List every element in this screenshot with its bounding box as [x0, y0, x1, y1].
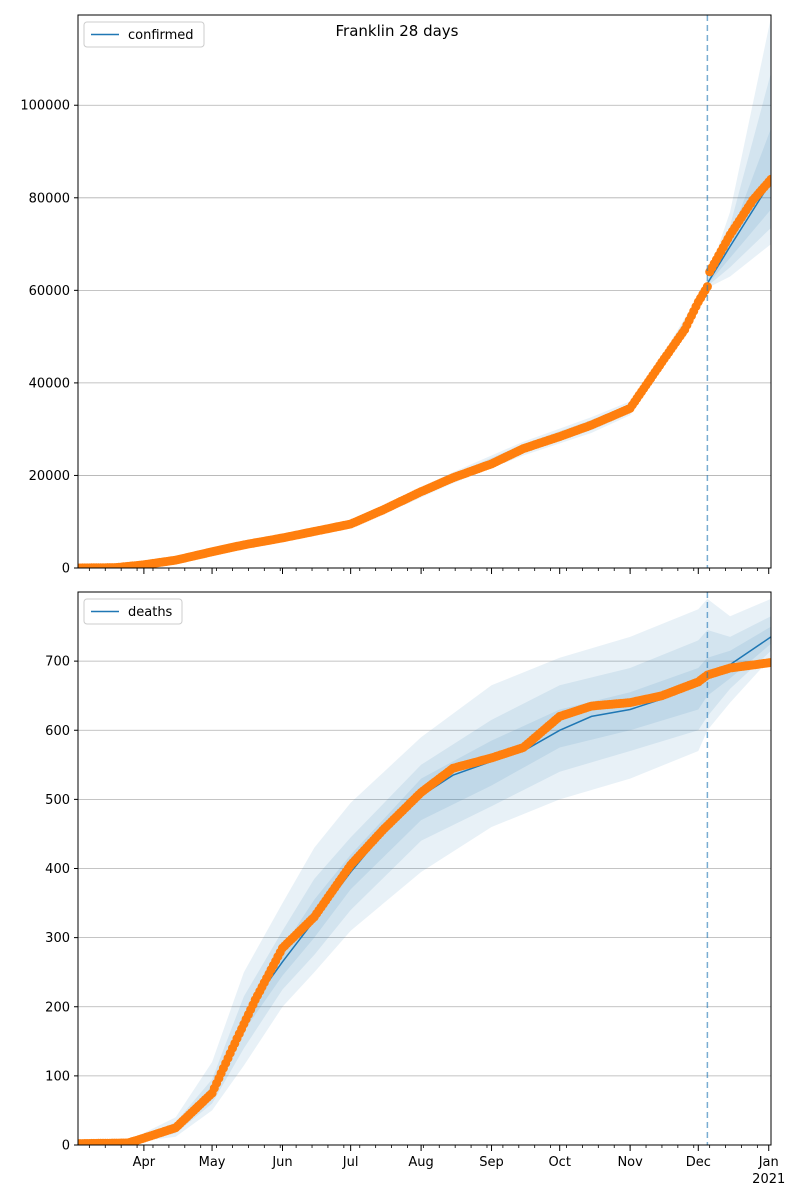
legend-box — [83, 598, 183, 625]
x-tick-label: May — [199, 1155, 226, 1170]
y-tick-label: 400 — [45, 862, 70, 877]
x-tick-label: Oct — [548, 1155, 570, 1170]
x-tick-label: Jan — [758, 1155, 779, 1170]
x-axis-labels: Apr May Jun Jul Aug Sep Oct Nov Dec Jan 2021 — [133, 1155, 786, 1187]
legend: deaths — [83, 598, 183, 625]
y-tick-label: 200 — [45, 1000, 70, 1015]
uncertainty-band — [382, 72, 771, 513]
axes-frame — [77, 14, 772, 569]
y-tick-label: 600 — [45, 724, 70, 739]
model-line — [78, 181, 771, 568]
x-tick-label: Jul — [342, 1155, 359, 1170]
deaths-panel: 0 100 200 300 400 500 600 700 deaths — [45, 591, 772, 1154]
legend-label: confirmed — [128, 28, 194, 43]
y-tick-label: 700 — [45, 655, 70, 670]
y-tick-label: 20000 — [29, 469, 70, 484]
x-tick-label: Aug — [408, 1155, 433, 1170]
legend-label: deaths — [128, 605, 173, 620]
uncertainty-band — [382, 128, 771, 512]
y-tick-label: 0 — [62, 1139, 70, 1154]
y-tick-label: 80000 — [29, 191, 70, 206]
y-tick-label: 60000 — [29, 284, 70, 299]
plot-area — [78, 598, 771, 1145]
y-tick-label: 500 — [45, 793, 70, 808]
y-tick-label: 0 — [62, 562, 70, 577]
y-tick-label: 100000 — [20, 99, 70, 114]
uncertainty-band — [128, 598, 771, 1143]
y-tick-label: 40000 — [29, 376, 70, 391]
figure-title: Franklin 28 days — [336, 22, 459, 40]
x-year-label: 2021 — [752, 1172, 785, 1187]
x-tick-label: Apr — [133, 1155, 156, 1170]
observed-point — [766, 174, 771, 184]
x-tick-label: Sep — [479, 1155, 504, 1170]
confirmed-panel: 0 20000 40000 60000 80000 100000 confirmed — [20, 14, 772, 577]
observed-point — [766, 658, 771, 667]
x-tick-label: Jun — [271, 1155, 292, 1170]
x-tick-label: Dec — [686, 1155, 711, 1170]
y-tick-label: 100 — [45, 1069, 70, 1084]
y-tick-label: 300 — [45, 931, 70, 946]
plot-area — [78, 17, 771, 568]
x-tick-label: Nov — [617, 1155, 643, 1170]
uncertainty-band — [128, 616, 771, 1143]
legend: confirmed — [83, 21, 205, 48]
legend-box — [83, 21, 205, 48]
